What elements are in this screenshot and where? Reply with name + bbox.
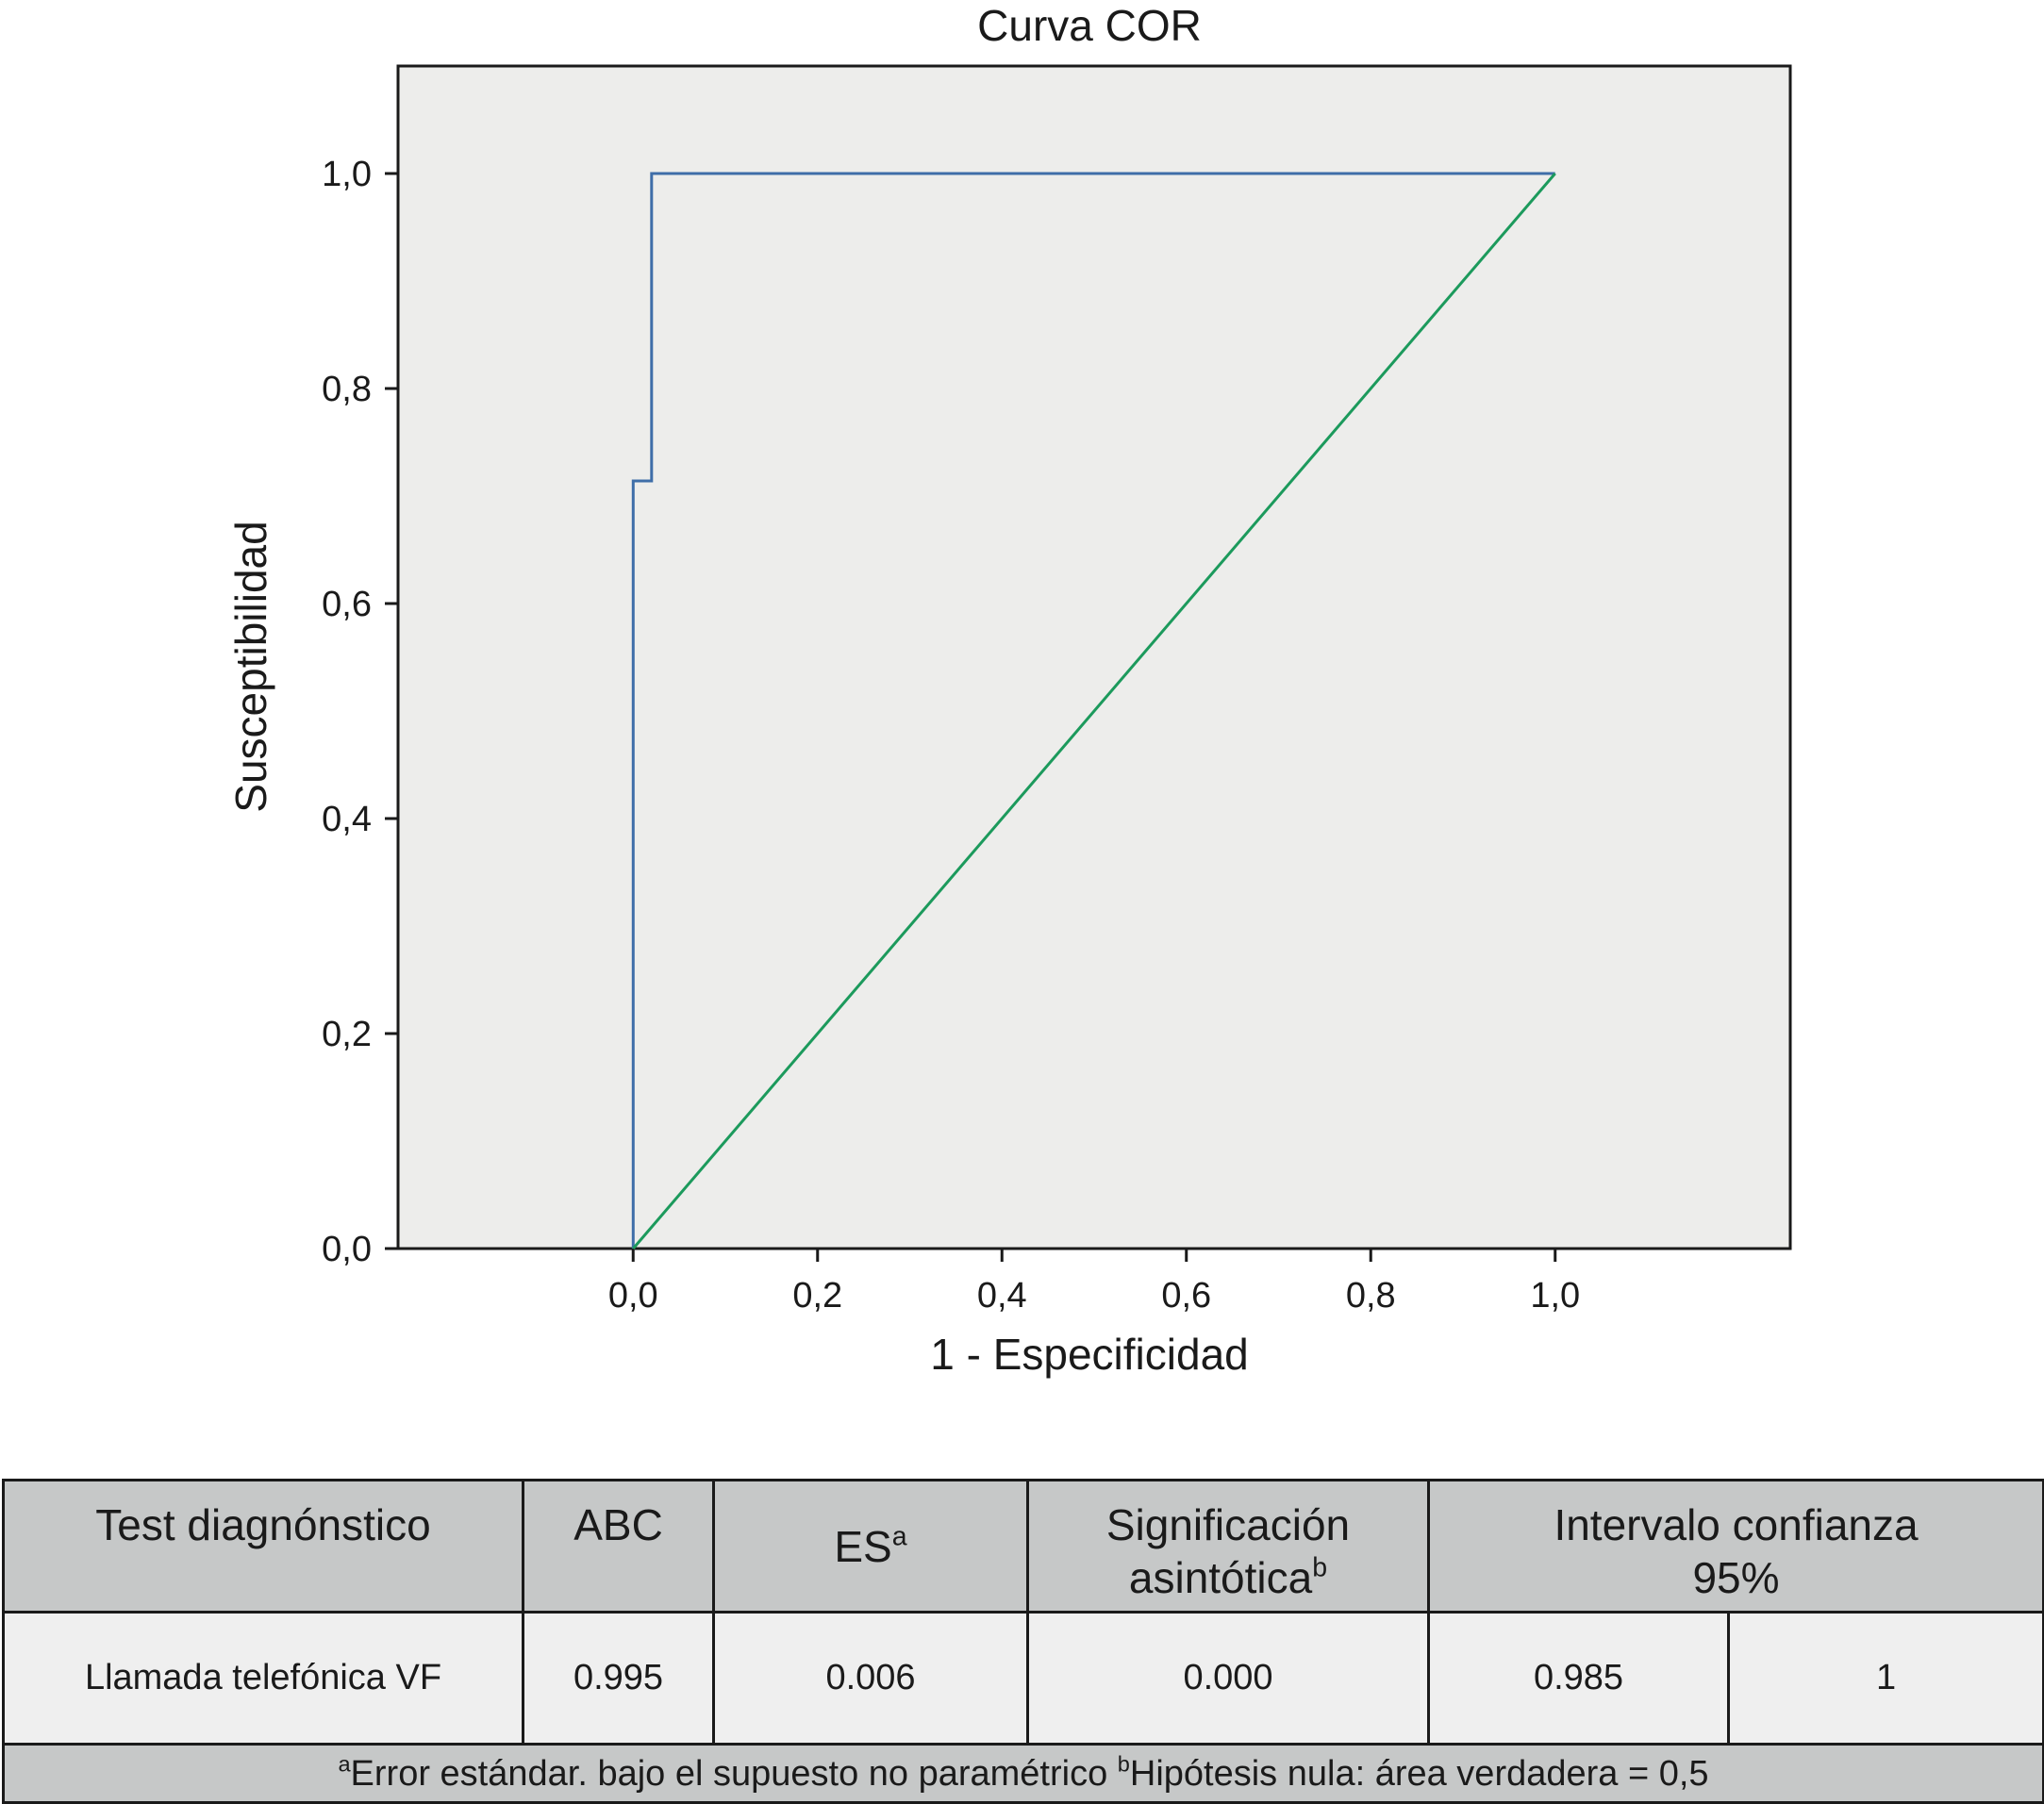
footnote-mark-b: b <box>1312 1552 1328 1583</box>
x-axis-label: 1 - Especificidad <box>930 1330 1249 1379</box>
roc-curve-line <box>631 172 1555 1249</box>
x-tick-label: 0,4 <box>977 1276 1027 1316</box>
statistics-table: Test diagnónstico ABC ESa Significación a… <box>1 1479 2044 1804</box>
reference-diagonal-line <box>632 173 1556 1250</box>
header-significance: Significación asintóticab <box>1026 1479 1430 1614</box>
x-tick-label: 1,0 <box>1530 1276 1580 1316</box>
chart-title: Curva COR <box>977 1 1202 50</box>
series-layer <box>631 172 1556 1250</box>
y-tick-label: 0,8 <box>322 370 372 409</box>
cell-ci-low: 0.985 <box>1427 1611 1730 1746</box>
x-tick-label: 0,0 <box>608 1276 658 1316</box>
plot-area <box>396 64 1792 1250</box>
y-tick-label: 0,2 <box>322 1015 372 1054</box>
x-tick-label: 0,6 <box>1161 1276 1211 1316</box>
header-es: ESa <box>712 1479 1029 1614</box>
table-row: Llamada telefónica VF 0.995 0.006 0.000 … <box>2 1611 2044 1746</box>
x-axis: 0,0 0,2 0,4 0,6 0,8 1,0 <box>608 1249 1580 1316</box>
header-test: Test diagnónstico <box>2 1479 524 1614</box>
y-tick-label: 0,4 <box>322 800 372 839</box>
roc-chart: Curva COR 0,0 0,2 0,4 0,6 0,8 1,0 0,00,20,40,… <box>226 1 1792 1379</box>
cell-significance: 0.000 <box>1026 1611 1430 1746</box>
cell-abc: 0.995 <box>522 1611 715 1746</box>
x-tick-label: 0,2 <box>792 1276 842 1316</box>
y-axis-label: Susceptibilidad <box>226 521 275 812</box>
cell-ci-high: 1 <box>1726 1611 2044 1746</box>
cell-es: 0.006 <box>712 1611 1029 1746</box>
header-abc: ABC <box>522 1479 715 1614</box>
header-confidence-interval: Intervalo confianza 95% <box>1426 1479 2044 1614</box>
table-footnote: aError estándar. bajo el supuesto no par… <box>1 1743 2044 1804</box>
y-axis: 0,0 0,2 0,4 0,6 0,8 1,0 <box>322 155 398 1269</box>
footnote-mark-a: a <box>891 1520 907 1551</box>
y-tick-label: 1,0 <box>322 155 372 194</box>
y-tick-label: 0,0 <box>322 1230 372 1269</box>
y-tick-label: 0,6 <box>322 585 372 624</box>
x-tick-label: 0,8 <box>1346 1276 1396 1316</box>
cell-test: Llamada telefónica VF <box>2 1611 524 1746</box>
